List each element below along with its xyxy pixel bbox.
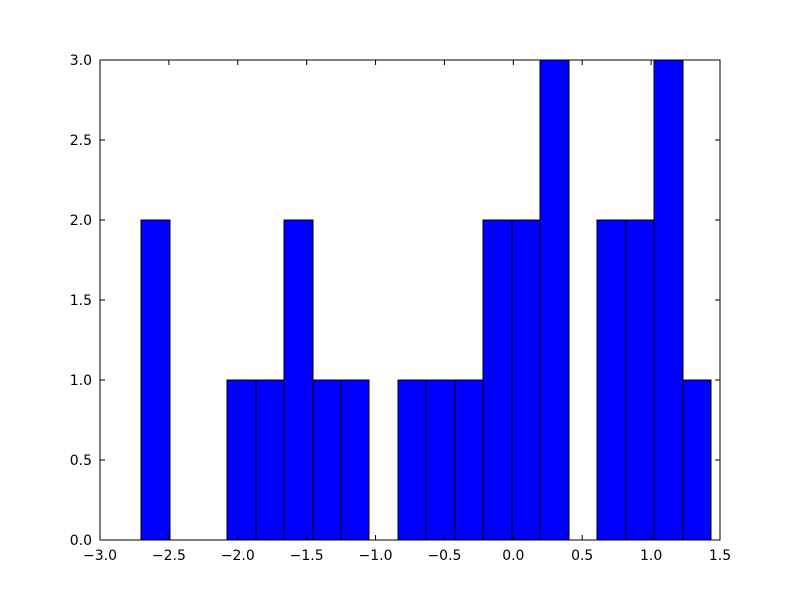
histogram-bar xyxy=(625,219,655,541)
histogram-bar xyxy=(397,379,427,541)
histogram-bar xyxy=(340,379,370,541)
y-tick-label: 3.0 xyxy=(70,53,92,69)
x-tick-label: −1.0 xyxy=(359,548,393,564)
x-tick-label: 1.0 xyxy=(640,548,662,564)
histogram-bar xyxy=(482,219,513,541)
x-tick-label: −2.0 xyxy=(221,548,255,564)
x-tick-label: 0.5 xyxy=(571,548,593,564)
histogram-bar xyxy=(255,379,285,541)
x-tick-label: 0.0 xyxy=(502,548,524,564)
x-tick-label: −2.5 xyxy=(152,548,186,564)
histogram-bar xyxy=(226,379,257,541)
histogram-bar xyxy=(312,379,342,541)
bars-group xyxy=(140,59,712,541)
histogram-bar xyxy=(283,219,314,541)
histogram-bar xyxy=(682,379,712,541)
histogram-bar xyxy=(140,219,171,541)
y-tick-label: 2.0 xyxy=(70,213,92,229)
x-tick-label: −1.5 xyxy=(290,548,324,564)
histogram-bar xyxy=(511,219,541,541)
y-tick-label: 2.5 xyxy=(70,133,92,149)
histogram-bar xyxy=(425,379,456,541)
y-tick-label: 0.0 xyxy=(70,533,92,549)
plot-frame xyxy=(99,59,721,541)
y-tick-label: 1.5 xyxy=(70,293,92,309)
x-tick-label: 1.5 xyxy=(709,548,731,564)
y-tick-label: 1.0 xyxy=(70,373,92,389)
y-tick-label: 0.5 xyxy=(70,453,92,469)
histogram-bar xyxy=(539,59,570,541)
x-tick-label: −3.0 xyxy=(83,548,117,564)
histogram-bar xyxy=(653,59,684,541)
ticks-group: −3.0 −2.5 −2.0 −1.5 −1.0 −0.5 0.0 0.5 1.0 1.5 0.0 0… xyxy=(70,53,731,564)
histogram-bar xyxy=(596,219,627,541)
histogram-bar xyxy=(454,379,484,541)
x-tick-label: −0.5 xyxy=(427,548,461,564)
